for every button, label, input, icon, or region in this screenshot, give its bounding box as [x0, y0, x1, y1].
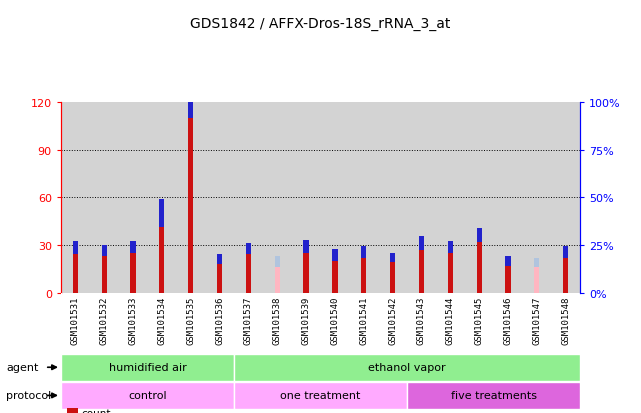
Bar — [534, 268, 540, 293]
Text: ethanol vapor: ethanol vapor — [368, 362, 446, 373]
Text: GSM101544: GSM101544 — [445, 296, 455, 344]
Bar — [303, 253, 309, 293]
Text: GSM101542: GSM101542 — [388, 296, 397, 344]
Text: GSM101538: GSM101538 — [272, 296, 282, 344]
Bar — [361, 247, 367, 258]
Bar — [159, 199, 165, 228]
Text: GSM101545: GSM101545 — [474, 296, 484, 344]
Bar — [101, 245, 107, 256]
Bar — [447, 253, 453, 293]
Bar — [246, 243, 251, 255]
Bar — [159, 228, 165, 293]
Text: five treatments: five treatments — [451, 390, 537, 401]
Text: GSM101547: GSM101547 — [532, 296, 542, 344]
Text: GSM101541: GSM101541 — [359, 296, 369, 344]
Text: GSM101534: GSM101534 — [157, 296, 167, 344]
Bar — [419, 237, 424, 250]
Bar — [130, 253, 136, 293]
Bar — [188, 119, 194, 293]
Bar — [101, 256, 107, 293]
Text: GSM101537: GSM101537 — [244, 296, 253, 344]
Text: GSM101531: GSM101531 — [71, 296, 80, 344]
Text: count: count — [81, 408, 111, 413]
Text: control: control — [128, 390, 167, 401]
Bar — [303, 240, 309, 253]
Bar — [72, 242, 78, 255]
Bar — [390, 263, 395, 293]
Text: GSM101535: GSM101535 — [186, 296, 196, 344]
Bar — [246, 255, 251, 293]
Bar — [61, 382, 234, 409]
Bar — [217, 255, 222, 264]
Bar — [563, 247, 569, 258]
Bar — [332, 250, 338, 261]
Text: GDS1842 / AFFX-Dros-18S_rRNA_3_at: GDS1842 / AFFX-Dros-18S_rRNA_3_at — [190, 17, 451, 31]
Text: protocol: protocol — [6, 390, 52, 401]
Bar — [234, 382, 407, 409]
Bar — [61, 354, 234, 381]
Bar — [419, 250, 424, 293]
Bar — [72, 255, 78, 293]
Bar — [563, 258, 569, 293]
Text: one treatment: one treatment — [280, 390, 361, 401]
Bar — [332, 261, 338, 293]
Bar — [274, 268, 280, 293]
Bar — [505, 256, 511, 266]
Bar — [505, 266, 511, 293]
Bar — [274, 256, 280, 268]
Bar — [390, 253, 395, 263]
Bar — [476, 242, 482, 293]
Bar — [234, 354, 580, 381]
Bar — [217, 264, 222, 293]
Text: GSM101532: GSM101532 — [99, 296, 109, 344]
Text: GSM101536: GSM101536 — [215, 296, 224, 344]
Text: agent: agent — [6, 362, 39, 373]
Bar — [130, 242, 136, 253]
Bar — [361, 258, 367, 293]
Bar — [534, 258, 540, 268]
Text: humidified air: humidified air — [108, 362, 187, 373]
Text: GSM101540: GSM101540 — [330, 296, 340, 344]
Bar — [407, 382, 580, 409]
Text: GSM101546: GSM101546 — [503, 296, 513, 344]
Text: GSM101548: GSM101548 — [561, 296, 570, 344]
Bar — [447, 242, 453, 253]
Bar — [476, 229, 482, 242]
Text: GSM101533: GSM101533 — [128, 296, 138, 344]
Bar — [188, 0, 194, 119]
Text: GSM101539: GSM101539 — [301, 296, 311, 344]
Text: GSM101543: GSM101543 — [417, 296, 426, 344]
